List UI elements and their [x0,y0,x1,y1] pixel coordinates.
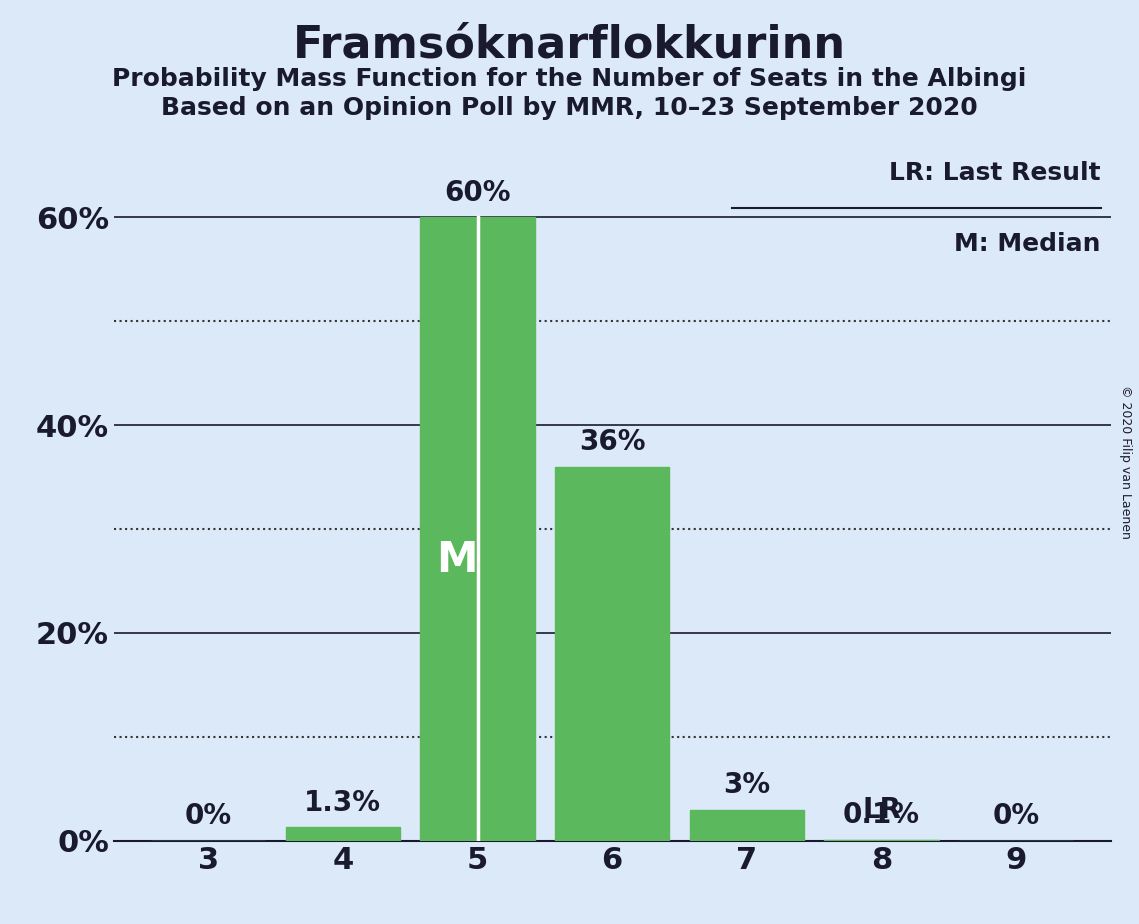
Text: M: Median: M: Median [954,232,1100,256]
Text: 3%: 3% [723,772,770,799]
Bar [420,217,535,841]
Text: 0%: 0% [993,802,1040,831]
Text: 1.3%: 1.3% [304,789,382,817]
Text: M: M [436,540,478,581]
Text: 0.1%: 0.1% [843,801,920,830]
Bar [286,827,400,841]
Bar [689,809,804,841]
Text: LR: Last Result: LR: Last Result [888,161,1100,185]
Text: 36%: 36% [579,428,646,456]
Text: 0%: 0% [185,802,231,831]
Text: © 2020 Filip van Laenen: © 2020 Filip van Laenen [1118,385,1132,539]
Text: LR: LR [862,796,901,824]
Text: Framsóknarflokkurinn: Framsóknarflokkurinn [293,23,846,67]
Bar [555,467,670,841]
Text: 60%: 60% [444,178,510,207]
Text: Based on an Opinion Poll by MMR, 10–23 September 2020: Based on an Opinion Poll by MMR, 10–23 S… [161,96,978,120]
Text: Probability Mass Function for the Number of Seats in the Albingi: Probability Mass Function for the Number… [113,67,1026,91]
Bar [825,840,939,841]
